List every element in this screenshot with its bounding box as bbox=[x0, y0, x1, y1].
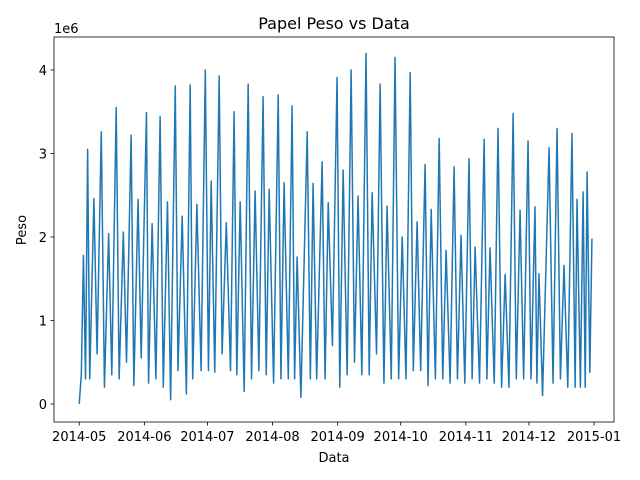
data-line bbox=[78, 52, 593, 405]
y-offset-label: 1e6 bbox=[54, 22, 79, 37]
y-tick-label: 2 bbox=[39, 231, 47, 246]
x-tick-label: 2014-09 bbox=[311, 430, 365, 445]
y-axis-label: Peso bbox=[15, 215, 30, 245]
y-tick-label: 4 bbox=[39, 64, 47, 79]
x-tick-label: 2014-07 bbox=[180, 430, 234, 445]
x-tick-label: 2014-10 bbox=[374, 430, 428, 445]
x-tick-label: 2014-08 bbox=[245, 430, 299, 445]
y-tick-label: 1 bbox=[39, 314, 47, 329]
chart-title: Papel Peso vs Data bbox=[258, 14, 410, 33]
x-tick-label: 2014-12 bbox=[502, 430, 556, 445]
x-tick-label: 2015-01 bbox=[567, 430, 621, 445]
y-tick-label: 0 bbox=[39, 398, 47, 413]
x-tick-label: 2014-06 bbox=[117, 430, 171, 445]
x-tick-label: 2014-05 bbox=[52, 430, 106, 445]
plot-frame bbox=[53, 36, 615, 423]
y-tick-label: 3 bbox=[39, 147, 47, 162]
x-axis-label: Data bbox=[318, 451, 349, 466]
x-tick-label: 2014-11 bbox=[439, 430, 493, 445]
